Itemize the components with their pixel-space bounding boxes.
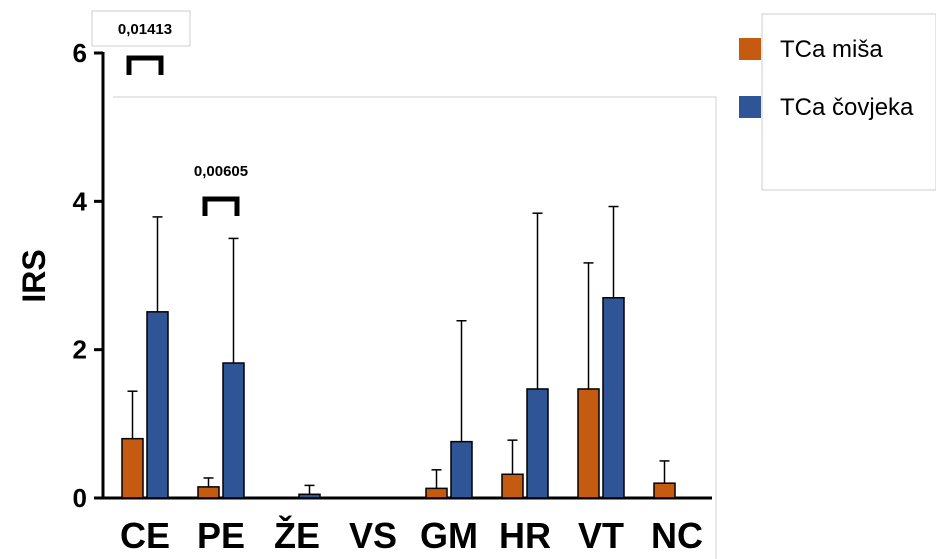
plot-frame-edge xyxy=(113,96,717,559)
y-tick-label: 6 xyxy=(73,38,87,68)
y-tick-label: 4 xyxy=(73,186,88,216)
significance-bracket-pe xyxy=(202,196,240,216)
y-tick-label: 0 xyxy=(73,483,87,513)
x-label-4: GM xyxy=(420,515,478,556)
p-value-ce: 0,01413 xyxy=(118,21,172,38)
x-axis-labels: CE PE ŽE VS GM HR VT NC xyxy=(120,514,703,556)
legend-swatch-1 xyxy=(739,38,761,60)
y-axis-label: IRS xyxy=(16,249,52,302)
x-label-2: ŽE xyxy=(274,514,320,556)
bar-ce-series2 xyxy=(146,311,169,499)
legend-box xyxy=(761,13,936,191)
bars xyxy=(121,205,676,499)
x-label-0: CE xyxy=(120,515,170,556)
legend-swatch-2 xyxy=(739,96,761,118)
bar-pe-series2 xyxy=(222,362,245,499)
x-label-1: PE xyxy=(197,515,245,556)
significance-bracket-ce xyxy=(126,55,164,75)
bar-gm-series2 xyxy=(450,440,473,499)
bar-pe-series1 xyxy=(197,486,220,499)
x-label-5: HR xyxy=(499,515,551,556)
x-label-6: VT xyxy=(578,515,624,556)
legend: TCa miša TCa čovjeka xyxy=(739,36,914,121)
bar-vt-series2 xyxy=(602,297,625,499)
significance-annotations: 0,01413 0,00605 xyxy=(118,21,248,216)
y-tick-label: 2 xyxy=(73,335,87,365)
bar-hr-series2 xyxy=(526,388,549,499)
annotation-box-ce xyxy=(91,10,191,47)
p-value-pe: 0,00605 xyxy=(194,163,248,180)
x-label-3: VS xyxy=(349,515,397,556)
legend-label-2: TCa čovjeka xyxy=(780,94,914,121)
legend-label-1: TCa miša xyxy=(780,36,883,63)
bar-vt-series1 xyxy=(577,388,600,499)
bar-gm-series1 xyxy=(425,487,448,499)
bar-nc-series1 xyxy=(653,482,676,499)
bar-ce-series1 xyxy=(121,437,144,499)
bar-že-series2 xyxy=(298,493,321,499)
x-label-7: NC xyxy=(651,515,703,556)
bar-hr-series1 xyxy=(501,473,524,499)
